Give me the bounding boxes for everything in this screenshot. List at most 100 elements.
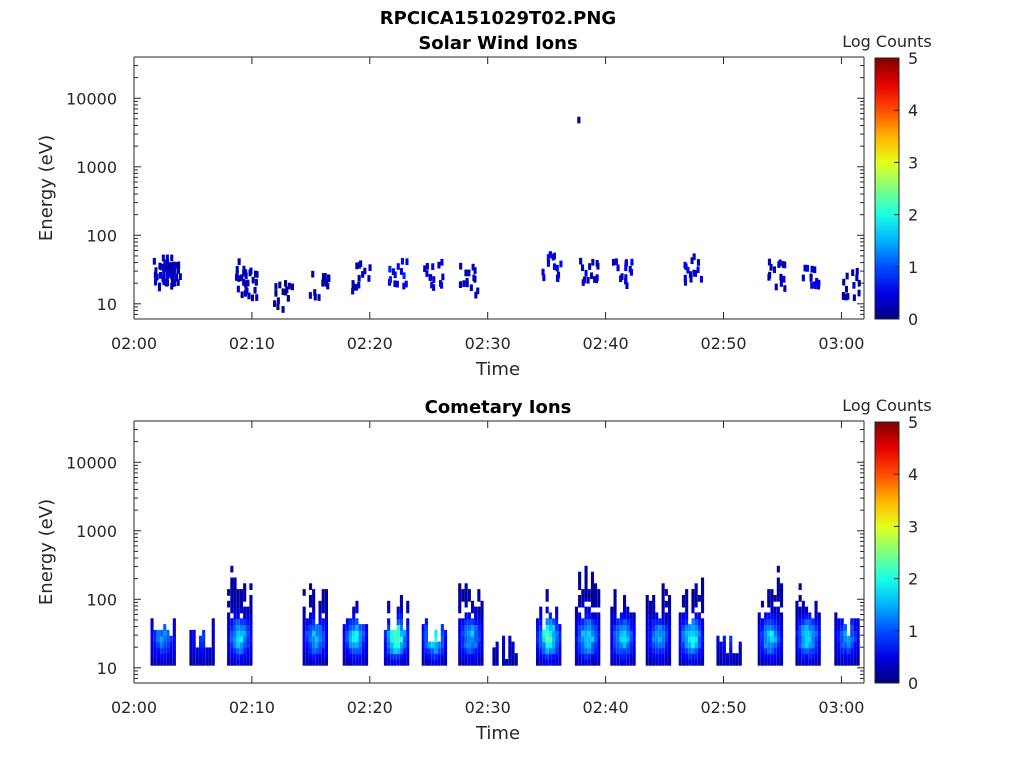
heatmap-cell — [690, 257, 694, 264]
heatmap-cell — [153, 659, 157, 666]
heatmap-cell — [324, 600, 328, 608]
heatmap-cell — [342, 653, 346, 660]
x-tick-label: 02:30 — [465, 698, 511, 717]
heatmap-cell — [440, 629, 444, 637]
heatmap-cell — [834, 624, 838, 631]
heatmap-cell — [492, 647, 496, 655]
heatmap-cell — [764, 647, 768, 655]
heatmap-cell — [658, 647, 662, 655]
heatmap-cell — [365, 647, 369, 655]
heatmap-cell — [318, 629, 322, 637]
heatmap-cell — [211, 641, 215, 649]
heatmap-cell — [393, 635, 397, 643]
heatmap-cell — [770, 653, 774, 660]
heatmap-cell — [805, 647, 809, 655]
heatmap-cell — [795, 647, 799, 655]
heatmap-cell — [801, 624, 805, 631]
heatmap-cell — [616, 653, 620, 660]
heatmap-cell — [558, 629, 562, 637]
heatmap-cell — [309, 659, 313, 666]
heatmap-cell — [406, 624, 410, 631]
heatmap-cell — [619, 647, 623, 655]
heatmap-cell — [686, 266, 690, 274]
heatmap-cell — [239, 595, 243, 602]
heatmap-cell — [480, 600, 484, 608]
heatmap-cell — [421, 653, 425, 660]
heatmap-cell — [632, 641, 636, 649]
heatmap-cell — [302, 629, 306, 637]
heatmap-cell — [471, 624, 475, 631]
heatmap-cell — [629, 624, 633, 631]
heatmap-cell — [574, 641, 578, 649]
heatmap-cell — [773, 618, 777, 625]
heatmap-cell — [590, 272, 594, 280]
heatmap-cell — [163, 265, 167, 273]
heatmap-cell — [161, 274, 165, 282]
heatmap-cell — [315, 629, 319, 637]
heatmap-cell — [594, 653, 598, 660]
heatmap-cell — [458, 583, 462, 590]
heatmap-cell — [230, 624, 234, 631]
heatmap-cell — [689, 275, 693, 283]
heatmap-cell — [251, 276, 255, 284]
heatmap-cell — [594, 635, 598, 643]
heatmap-cell — [318, 647, 322, 655]
heatmap-cell — [358, 635, 362, 643]
heatmap-cell — [626, 612, 630, 620]
heatmap-cell — [246, 606, 250, 614]
heatmap-cell — [230, 600, 234, 608]
heatmap-cell — [619, 618, 623, 625]
heatmap-cell — [434, 647, 438, 655]
heatmap-cell — [652, 647, 656, 655]
heatmap-cell — [156, 641, 160, 649]
heatmap-cell — [425, 263, 429, 270]
heatmap-cell — [552, 252, 556, 260]
heatmap-cell — [349, 647, 353, 655]
heatmap-cell — [243, 647, 247, 655]
heatmap-cell — [355, 635, 359, 643]
heatmap-cell — [808, 618, 812, 625]
heatmap-cell — [480, 612, 484, 620]
heatmap-cell — [780, 647, 784, 655]
heatmap-cell — [406, 606, 410, 614]
heatmap-cell — [464, 659, 468, 666]
heatmap-cell — [668, 635, 672, 643]
heatmap-cell — [668, 618, 672, 625]
heatmap-cell — [590, 659, 594, 666]
heatmap-cell — [722, 641, 726, 649]
heatmap-cell — [195, 659, 199, 666]
heatmap-cell — [345, 624, 349, 631]
heatmap-cell — [548, 647, 552, 655]
heatmap-cell — [471, 606, 475, 614]
heatmap-cell — [160, 629, 164, 637]
heatmap-cell — [773, 606, 777, 614]
heatmap-cell — [424, 618, 428, 625]
y-tick-label: 10 — [97, 295, 117, 314]
heatmap-cell — [342, 624, 346, 631]
heatmap-cell — [243, 606, 247, 614]
heatmap-cell — [691, 618, 695, 625]
heatmap-cell — [773, 641, 777, 649]
heatmap-cell — [357, 281, 361, 289]
heatmap-cell — [480, 624, 484, 631]
x-tick-label: 03:00 — [818, 698, 864, 717]
heatmap-cell — [780, 629, 784, 637]
heatmap-cell — [236, 285, 240, 293]
heatmap-cell — [423, 265, 427, 273]
heatmap-cell — [308, 292, 312, 299]
heatmap-cell — [626, 635, 630, 643]
heatmap-cell — [253, 286, 257, 294]
heatmap-cell — [691, 641, 695, 649]
heatmap-cell — [632, 647, 636, 655]
heatmap-cell — [305, 641, 309, 649]
heatmap-cell — [552, 659, 556, 666]
heatmap-cell — [403, 635, 407, 643]
heatmap-cell — [309, 624, 313, 631]
heatmap-cell — [396, 635, 400, 643]
heatmap-cell — [458, 624, 462, 631]
heatmap-cell — [834, 659, 838, 666]
heatmap-cell — [629, 653, 633, 660]
heatmap-cell — [233, 641, 237, 649]
heatmap-cell — [189, 647, 193, 655]
heatmap-cell — [658, 635, 662, 643]
